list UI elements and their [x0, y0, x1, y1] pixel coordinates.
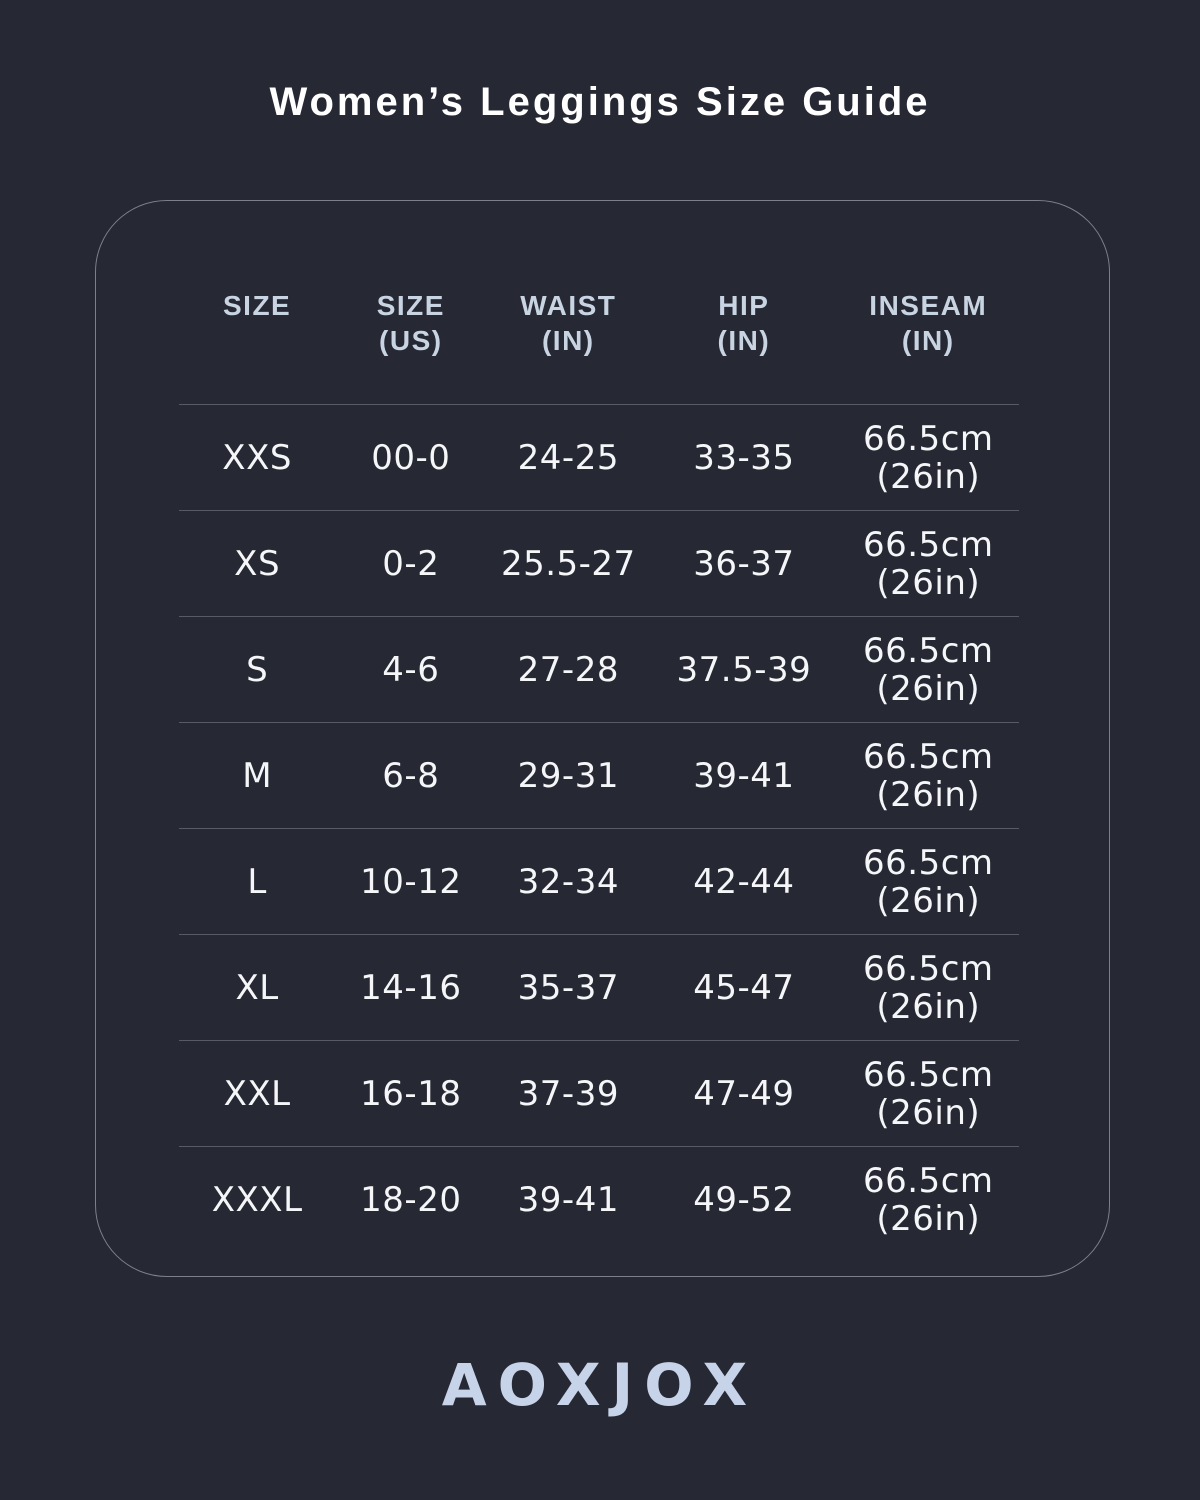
header-label: INSEAM	[869, 290, 988, 321]
cell-waist: 24-25	[517, 437, 619, 478]
cell-size-us: 18-20	[360, 1179, 462, 1220]
header-sublabel: (US)	[379, 325, 443, 356]
table-row: XS 0-2 25.5-27 36-37 66.5cm (26in)	[179, 510, 1019, 616]
cell-hip: 42-44	[693, 861, 795, 902]
cell-waist: 39-41	[517, 1179, 619, 1220]
header-cell-inseam: INSEAM (IN)	[838, 288, 1019, 358]
cell-waist: 35-37	[517, 967, 619, 1008]
table-row: L 10-12 32-34 42-44 66.5cm (26in)	[179, 828, 1019, 934]
header-cell-waist: WAIST (IN)	[486, 288, 650, 358]
cell-size: XXS	[222, 437, 292, 478]
cell-waist: 37-39	[517, 1073, 619, 1114]
cell-waist: 27-28	[517, 649, 619, 690]
header-label: WAIST	[520, 290, 617, 321]
inseam-in-line: (26in)	[876, 562, 981, 603]
header-sublabel: (IN)	[717, 325, 771, 356]
cell-hip: 47-49	[693, 1073, 795, 1114]
inseam-in-line: (26in)	[876, 668, 981, 709]
table-row: XXS 00-0 24-25 33-35 66.5cm (26in)	[179, 404, 1019, 510]
table-row: XXL 16-18 37-39 47-49 66.5cm (26in)	[179, 1040, 1019, 1146]
table-row: XL 14-16 35-37 45-47 66.5cm (26in)	[179, 934, 1019, 1040]
cell-waist: 25.5-27	[500, 543, 636, 584]
header-cell-hip: HIP (IN)	[650, 288, 837, 358]
table-row: XXXL 18-20 39-41 49-52 66.5cm (26in)	[179, 1146, 1019, 1252]
inseam-cm-line: 66.5cm	[862, 948, 994, 989]
cell-hip: 45-47	[693, 967, 795, 1008]
inseam-cm-line: 66.5cm	[862, 842, 994, 883]
cell-hip: 33-35	[693, 437, 795, 478]
cell-inseam: 66.5cm (26in)	[838, 950, 1019, 1026]
cell-waist: 32-34	[517, 861, 619, 902]
inseam-cm-line: 66.5cm	[862, 630, 994, 671]
cell-waist: 29-31	[517, 755, 619, 796]
page-title: Women’s Leggings Size Guide	[269, 80, 931, 124]
table-row: S 4-6 27-28 37.5-39 66.5cm (26in)	[179, 616, 1019, 722]
cell-size: M	[242, 755, 273, 796]
cell-size: XXXL	[211, 1179, 303, 1220]
cell-hip: 39-41	[693, 755, 795, 796]
size-guide-card: SIZE SIZE (US) WAIST (IN) HIP (IN) INSEA…	[95, 200, 1110, 1277]
cell-size: XXL	[223, 1073, 291, 1114]
inseam-in-line: (26in)	[876, 1198, 981, 1239]
inseam-cm-line: 66.5cm	[862, 1054, 994, 1095]
cell-inseam: 66.5cm (26in)	[838, 1056, 1019, 1132]
cell-size: XL	[235, 967, 279, 1008]
cell-size: XS	[234, 543, 281, 584]
cell-hip: 36-37	[693, 543, 795, 584]
cell-size-us: 6-8	[382, 755, 440, 796]
size-table: SIZE SIZE (US) WAIST (IN) HIP (IN) INSEA…	[179, 288, 1019, 1252]
header-label: SIZE	[223, 290, 292, 321]
cell-size-us: 4-6	[382, 649, 440, 690]
inseam-in-line: (26in)	[876, 774, 981, 815]
inseam-cm-line: 66.5cm	[862, 524, 994, 565]
inseam-cm-line: 66.5cm	[862, 1160, 994, 1201]
cell-inseam: 66.5cm (26in)	[838, 632, 1019, 708]
inseam-cm-line: 66.5cm	[862, 418, 994, 459]
cell-size-us: 14-16	[360, 967, 462, 1008]
cell-inseam: 66.5cm (26in)	[838, 420, 1019, 496]
cell-size-us: 16-18	[360, 1073, 462, 1114]
header-cell-size-us: SIZE (US)	[335, 288, 486, 358]
cell-size: S	[246, 649, 269, 690]
cell-inseam: 66.5cm (26in)	[838, 738, 1019, 814]
header-sublabel: (IN)	[541, 325, 595, 356]
cell-inseam: 66.5cm (26in)	[838, 526, 1019, 602]
cell-hip: 49-52	[693, 1179, 795, 1220]
inseam-in-line: (26in)	[876, 880, 981, 921]
cell-size-us: 0-2	[382, 543, 440, 584]
header-cell-size: SIZE	[179, 288, 335, 358]
table-header-row: SIZE SIZE (US) WAIST (IN) HIP (IN) INSEA…	[179, 288, 1019, 358]
inseam-in-line: (26in)	[876, 456, 981, 497]
inseam-cm-line: 66.5cm	[862, 736, 994, 777]
table-row: M 6-8 29-31 39-41 66.5cm (26in)	[179, 722, 1019, 828]
inseam-in-line: (26in)	[876, 986, 981, 1027]
header-label: HIP	[718, 290, 770, 321]
brand-logo: AOXJOX	[441, 1351, 759, 1419]
header-label: SIZE	[376, 290, 445, 321]
cell-hip: 37.5-39	[676, 649, 812, 690]
cell-size: L	[247, 861, 267, 902]
cell-inseam: 66.5cm (26in)	[838, 1162, 1019, 1238]
cell-size-us: 10-12	[360, 861, 462, 902]
cell-inseam: 66.5cm (26in)	[838, 844, 1019, 920]
cell-size-us: 00-0	[371, 437, 451, 478]
inseam-in-line: (26in)	[876, 1092, 981, 1133]
header-sublabel: (IN)	[901, 325, 955, 356]
